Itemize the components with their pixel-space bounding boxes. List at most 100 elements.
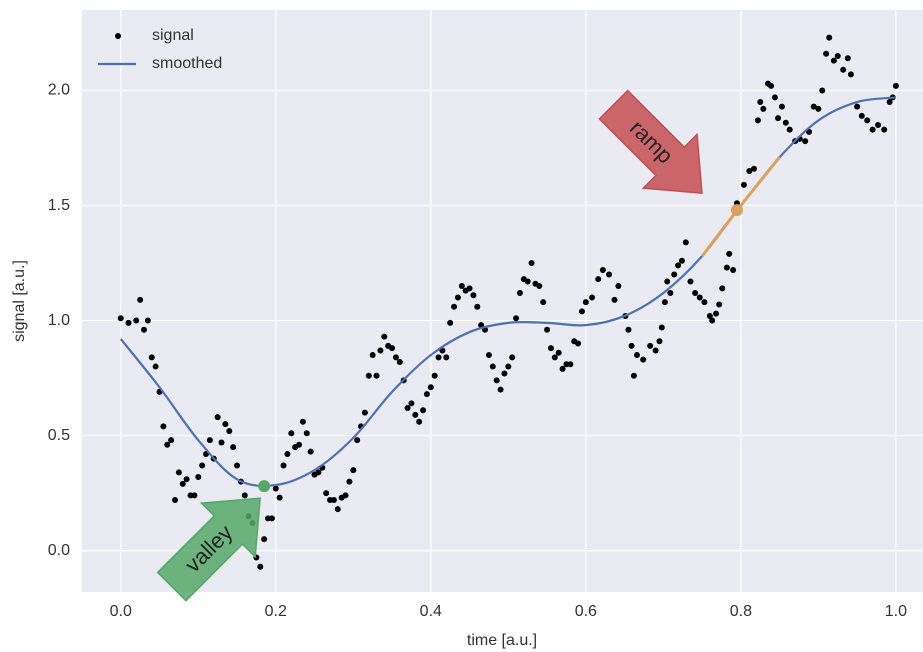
- data-point: [257, 563, 264, 570]
- annotation-point: [730, 204, 743, 217]
- data-point: [431, 372, 438, 379]
- data-point: [144, 317, 151, 324]
- data-point: [881, 126, 888, 133]
- data-point: [540, 299, 547, 306]
- data-point: [183, 476, 190, 483]
- data-point: [222, 421, 229, 428]
- data-point: [443, 354, 450, 361]
- data-point: [474, 303, 481, 310]
- data-point: [760, 105, 767, 112]
- data-point: [726, 250, 733, 257]
- data-point: [420, 407, 427, 414]
- data-point: [544, 326, 551, 333]
- data-point: [404, 404, 411, 411]
- data-point: [175, 469, 182, 476]
- data-point: [575, 340, 582, 347]
- data-point: [615, 283, 622, 290]
- data-point: [373, 372, 380, 379]
- data-point: [516, 289, 523, 296]
- data-point: [656, 338, 663, 345]
- data-point: [234, 462, 241, 469]
- data-point: [719, 285, 726, 292]
- data-point: [226, 427, 233, 434]
- data-point: [412, 411, 419, 418]
- data-point: [493, 377, 500, 384]
- data-point: [869, 126, 876, 133]
- data-point: [501, 370, 508, 377]
- data-point: [775, 115, 782, 122]
- data-point: [288, 430, 295, 437]
- data-point: [485, 352, 492, 359]
- data-point: [381, 333, 388, 340]
- data-point: [117, 315, 124, 322]
- data-point: [768, 82, 775, 89]
- data-point: [559, 365, 566, 372]
- data-point: [346, 478, 353, 485]
- data-point: [858, 112, 865, 119]
- data-point: [611, 296, 618, 303]
- data-point: [782, 119, 789, 126]
- data-point: [284, 450, 291, 457]
- data-point: [840, 66, 847, 73]
- marks: [117, 34, 899, 570]
- data-point: [547, 345, 554, 352]
- highlight-segment: [700, 156, 781, 258]
- data-point: [423, 391, 430, 398]
- data-point: [218, 439, 225, 446]
- data-point: [844, 55, 851, 62]
- data-point: [701, 299, 708, 306]
- data-point: [640, 356, 647, 363]
- data-point: [133, 317, 140, 324]
- data-point: [716, 301, 723, 308]
- data-point: [815, 105, 822, 112]
- data-point: [509, 354, 516, 361]
- data-point: [696, 294, 703, 301]
- data-point: [365, 372, 372, 379]
- data-point: [315, 469, 322, 476]
- data-point: [551, 354, 558, 361]
- data-point: [555, 349, 562, 356]
- data-point: [723, 264, 730, 271]
- data-point: [536, 283, 543, 290]
- data-point: [141, 326, 148, 333]
- x-axis-label: time [a.u.]: [467, 632, 537, 649]
- data-point: [458, 283, 465, 290]
- x-tick-label: 0.4: [420, 603, 442, 620]
- data-point: [191, 492, 198, 499]
- data-point: [160, 423, 167, 430]
- data-point: [678, 257, 685, 264]
- y-tick-label: 1.5: [48, 197, 70, 214]
- data-point: [195, 473, 202, 480]
- data-point: [392, 354, 399, 361]
- data-point: [466, 285, 473, 292]
- data-point: [628, 342, 635, 349]
- data-point: [606, 271, 613, 278]
- legend-label: signal: [152, 27, 194, 44]
- data-point: [746, 168, 753, 175]
- data-point: [854, 103, 861, 110]
- data-point: [427, 384, 434, 391]
- data-point: [757, 99, 764, 106]
- data-point: [280, 462, 287, 469]
- data-point: [802, 138, 809, 145]
- data-point: [497, 386, 504, 393]
- arrow-shape: [156, 497, 261, 602]
- y-axis-label: signal [a.u.]: [11, 260, 28, 342]
- data-point: [682, 239, 689, 246]
- y-tick-label: 0.0: [48, 542, 70, 559]
- data-point: [661, 299, 668, 306]
- data-point: [589, 294, 596, 301]
- data-point: [595, 276, 602, 283]
- y-tick-label: 1.0: [48, 312, 70, 329]
- data-point: [199, 462, 206, 469]
- data-point: [667, 289, 674, 296]
- data-point: [687, 278, 694, 285]
- data-point: [206, 437, 213, 444]
- data-point: [276, 494, 283, 501]
- data-point: [664, 278, 671, 285]
- data-point: [826, 34, 833, 41]
- data-point: [361, 409, 368, 416]
- data-point: [754, 117, 761, 124]
- data-point: [261, 536, 268, 543]
